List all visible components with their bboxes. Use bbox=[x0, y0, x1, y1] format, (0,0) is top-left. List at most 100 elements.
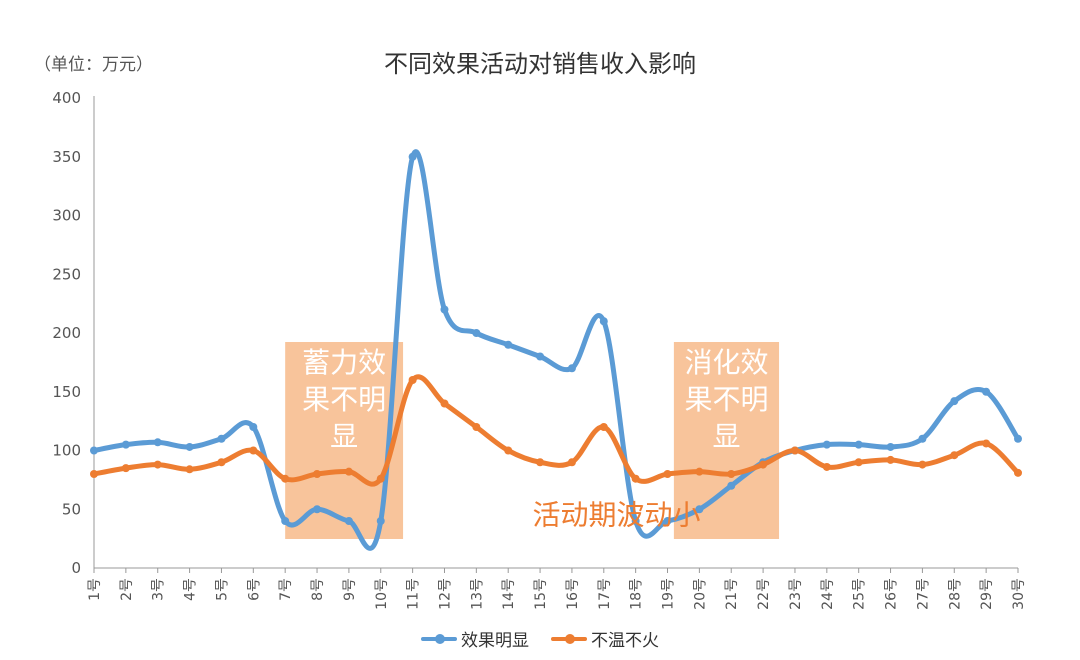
series-1-point bbox=[281, 517, 290, 525]
series-2-point bbox=[759, 460, 768, 469]
chart-title: 不同效果活动对销售收入影响 bbox=[384, 50, 696, 78]
x-tick-label: 5号 bbox=[214, 578, 230, 601]
x-tick-label: 1号 bbox=[87, 578, 103, 601]
series-line-1 bbox=[91, 149, 1021, 551]
series-1-point bbox=[1014, 434, 1022, 443]
series-1-point bbox=[854, 440, 863, 449]
series-1-point bbox=[982, 387, 991, 396]
series-2-point bbox=[918, 460, 927, 469]
y-axis: 0 50 100 150 200 250 300 350 400 bbox=[52, 89, 95, 577]
series-1-point bbox=[822, 440, 831, 449]
series-1-point bbox=[376, 517, 385, 525]
x-tick-label: 18号 bbox=[629, 578, 645, 610]
x-tick-label: 12号 bbox=[437, 578, 453, 610]
x-tick-label: 15号 bbox=[533, 578, 549, 610]
series-2-point bbox=[886, 455, 895, 464]
y-tick-label: 50 bbox=[62, 500, 81, 518]
x-tick-label: 17号 bbox=[597, 578, 613, 610]
x-tick-label: 24号 bbox=[820, 578, 836, 610]
highlight-box-2-label-line: 果不明 bbox=[684, 383, 768, 416]
series-1-point bbox=[121, 440, 130, 449]
series-1-point bbox=[727, 481, 736, 490]
series-1-point bbox=[599, 317, 608, 326]
series-1-point bbox=[313, 505, 322, 514]
x-tick-label: 6号 bbox=[246, 578, 262, 601]
highlight-box-2-label-line: 显 bbox=[712, 420, 740, 453]
x-tick-label: 27号 bbox=[915, 578, 931, 610]
series-2-point bbox=[440, 399, 449, 408]
series-2-point bbox=[663, 470, 672, 478]
series-1-point bbox=[663, 517, 672, 525]
series-lines bbox=[90, 149, 1022, 551]
series-1-point bbox=[90, 446, 98, 455]
annotation-layer: 活动期波动小 bbox=[533, 499, 701, 532]
series-1-point bbox=[567, 364, 576, 373]
series-1-point bbox=[536, 352, 545, 361]
y-tick-label: 400 bbox=[52, 89, 81, 107]
x-tick-label: 29号 bbox=[979, 578, 995, 610]
series-1-point bbox=[504, 340, 513, 349]
series-1-point bbox=[472, 329, 481, 337]
series-1-point bbox=[153, 438, 162, 447]
x-tick-label: 19号 bbox=[661, 578, 677, 610]
y-tick-label: 300 bbox=[52, 207, 81, 225]
series-2-point bbox=[249, 446, 258, 455]
series-2-point bbox=[344, 467, 353, 476]
x-tick-label: 25号 bbox=[852, 578, 868, 610]
y-tick-label: 350 bbox=[52, 148, 81, 166]
series-2-point bbox=[727, 470, 736, 478]
series-1-point bbox=[695, 505, 704, 514]
x-tick-label: 3号 bbox=[151, 578, 167, 601]
series-2-point bbox=[90, 470, 98, 478]
x-tick-label: 23号 bbox=[788, 578, 804, 610]
series-2-point bbox=[631, 474, 640, 483]
highlight-box-1-label-line: 蓄力效 bbox=[302, 346, 386, 379]
series-2-point bbox=[567, 458, 576, 467]
y-tick-label: 150 bbox=[52, 383, 81, 401]
legend: 效果明显 不温不火 bbox=[0, 626, 1080, 651]
series-2-point bbox=[408, 376, 417, 384]
series-1-point bbox=[249, 423, 258, 431]
unit-label: （单位：万元） bbox=[34, 55, 153, 75]
series-1-point bbox=[886, 442, 895, 451]
series-2-point bbox=[504, 446, 513, 455]
series-1-point bbox=[185, 442, 194, 451]
series-2-point bbox=[376, 474, 385, 483]
x-tick-label: 20号 bbox=[692, 578, 708, 610]
x-tick-label: 2号 bbox=[119, 578, 135, 601]
y-tick-label: 0 bbox=[71, 559, 81, 577]
legend-item-series2[interactable]: 不温不火 bbox=[551, 626, 659, 651]
x-tick-label: 16号 bbox=[565, 578, 581, 610]
annotation-text: 活动期波动小 bbox=[533, 499, 701, 532]
x-tick-label: 30号 bbox=[1011, 578, 1027, 610]
series-2-point bbox=[313, 470, 322, 478]
x-tick-label: 7号 bbox=[278, 578, 294, 601]
series-1-point bbox=[217, 434, 226, 443]
y-tick-label: 100 bbox=[52, 442, 81, 460]
x-tick-label: 4号 bbox=[183, 578, 199, 601]
series-2-point bbox=[472, 423, 481, 431]
series-2-point bbox=[536, 458, 545, 467]
legend-swatch-series1 bbox=[421, 633, 457, 644]
series-2-point bbox=[822, 462, 831, 471]
legend-label-series1: 效果明显 bbox=[461, 631, 529, 651]
series-1-point bbox=[440, 305, 449, 314]
highlight-box-1-label-line: 果不明 bbox=[302, 383, 386, 416]
series-2-point bbox=[950, 451, 959, 460]
series-2-point bbox=[790, 446, 799, 455]
series-2-point bbox=[217, 458, 226, 467]
x-tick-label: 10号 bbox=[374, 578, 390, 610]
highlight-box-2-label-line: 消化效 bbox=[684, 346, 768, 379]
x-tick-label: 28号 bbox=[947, 578, 963, 610]
legend-label-series2: 不温不火 bbox=[591, 631, 659, 651]
legend-item-series1[interactable]: 效果明显 bbox=[421, 626, 529, 651]
series-2-point bbox=[185, 465, 194, 474]
series-2-point bbox=[695, 467, 704, 476]
series-2-point bbox=[599, 423, 608, 431]
series-2-point bbox=[1014, 468, 1022, 477]
y-tick-label: 250 bbox=[52, 265, 81, 283]
y-tick-label: 200 bbox=[52, 324, 81, 342]
series-2-point bbox=[982, 439, 991, 448]
